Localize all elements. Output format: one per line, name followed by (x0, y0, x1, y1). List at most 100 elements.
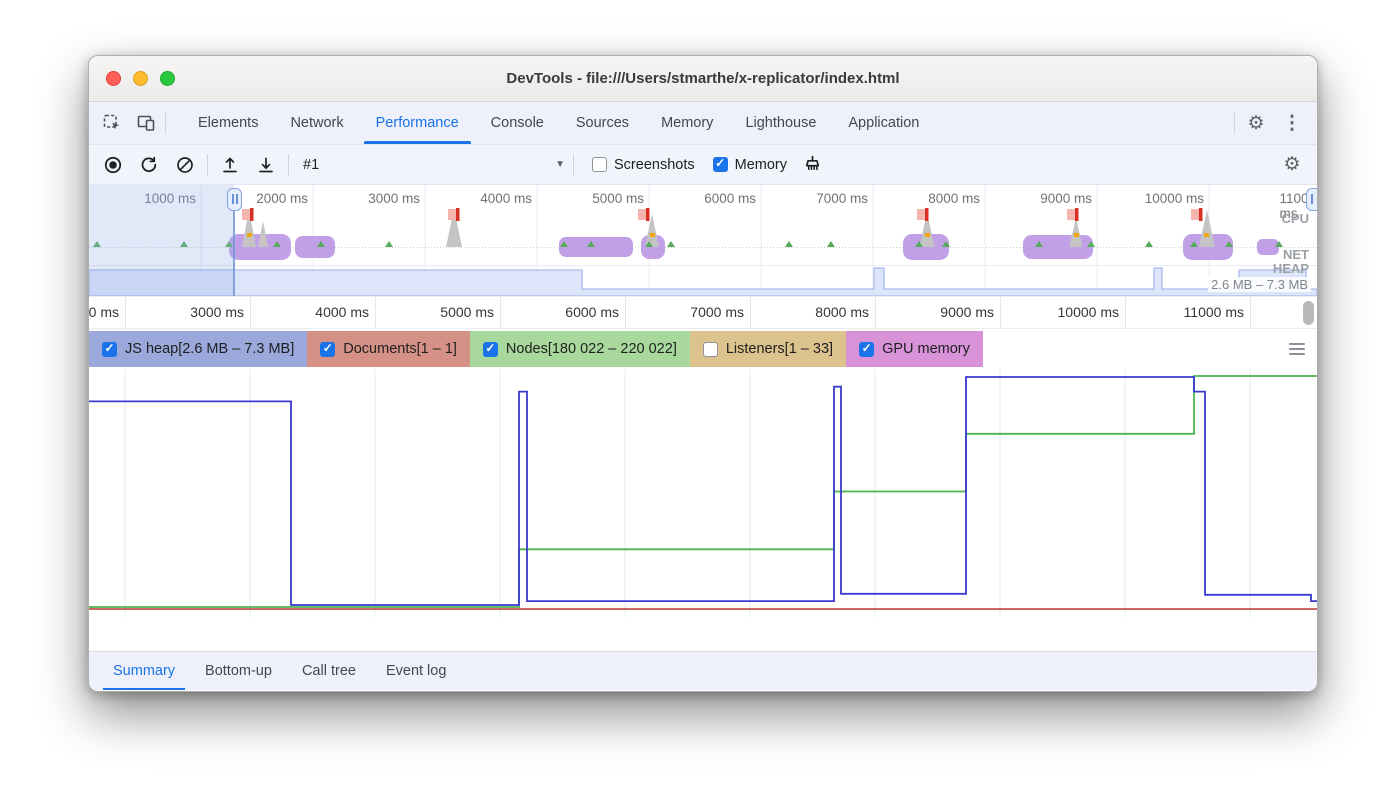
overview-tick-label: 9000 ms (1040, 191, 1092, 206)
overview-tick-label: 5000 ms (592, 191, 644, 206)
memory-chart[interactable] (89, 369, 1317, 617)
overview-tick-label: 6000 ms (704, 191, 756, 206)
heap-strip-label: HEAP (1272, 261, 1309, 276)
divider (573, 153, 574, 176)
divider (207, 153, 208, 176)
overview-tick-label: 8000 ms (928, 191, 980, 206)
ruler-tick-label: 11000 ms (1183, 304, 1244, 320)
tab-network[interactable]: Network (290, 115, 344, 131)
ruler-tick-label: 9000 ms (940, 304, 994, 320)
minimize-window-button[interactable] (133, 71, 148, 86)
counter-checkbox[interactable] (320, 341, 336, 357)
capture-settings-gear-icon[interactable]: ⚙ (1283, 154, 1301, 175)
more-options-kebab-icon[interactable]: ⋮ (1282, 112, 1302, 134)
history-select[interactable]: #1 ▼ (303, 157, 565, 173)
counter-checkbox[interactable] (482, 341, 498, 357)
details-tab-event-log[interactable]: Event log (385, 663, 447, 679)
counter-label: JS heap[2.6 MB – 7.3 MB] (125, 341, 295, 357)
divider (288, 153, 289, 176)
record-button[interactable] (99, 152, 127, 178)
counter-chip-listeners[interactable]: Listeners[1 – 33] (689, 331, 847, 367)
load-profile-icon[interactable] (216, 152, 244, 178)
details-tab-call-tree[interactable]: Call tree (301, 663, 356, 679)
overview-tick-label: 2000 ms (256, 191, 308, 206)
tab-strip: Elements Network Performance Console Sources… (182, 102, 1234, 144)
ruler-tick (500, 297, 501, 328)
memory-counters-legend: JS heap[2.6 MB – 7.3 MB] Documents[1 – 1]… (89, 329, 1317, 369)
overview-tick-label: 1000 ms (144, 191, 196, 206)
counter-checkbox[interactable] (859, 341, 875, 357)
collect-garbage-icon[interactable] (799, 152, 827, 178)
divider (1234, 112, 1235, 134)
memory-chart-canvas (89, 369, 1317, 617)
overview-tick-label: 4000 ms (480, 191, 532, 206)
ruler-tick-label: 2000 ms (89, 304, 119, 320)
clear-recording-icon[interactable] (171, 152, 199, 178)
net-strip-label: NET (1283, 247, 1309, 262)
details-tab-bottom-up[interactable]: Bottom-up (205, 663, 272, 679)
timeline-overview[interactable]: 1000 ms 2000 ms 3000 ms 4000 ms 5000 ms 6000 … (89, 185, 1317, 297)
close-window-button[interactable] (106, 71, 121, 86)
menu-hamburger-icon[interactable] (1289, 343, 1305, 355)
selection-right-handle[interactable] (1306, 188, 1317, 211)
ruler-tick (750, 297, 751, 328)
counter-chip-gpu-memory[interactable]: GPU memory (846, 331, 983, 367)
performance-toolbar: #1 ▼ Screenshots Memory ⚙ (89, 145, 1317, 185)
history-selected-value: #1 (303, 156, 320, 173)
counter-chip-js-heap[interactable]: JS heap[2.6 MB – 7.3 MB] (89, 331, 308, 367)
timeline-ruler[interactable]: 2000 ms 3000 ms 4000 ms 5000 ms 6000 ms 7000 … (89, 297, 1317, 329)
counter-checkbox[interactable] (102, 341, 117, 357)
ruler-tick-label: 4000 ms (315, 304, 369, 320)
tab-memory[interactable]: Memory (661, 115, 714, 131)
tab-lighthouse[interactable]: Lighthouse (745, 115, 817, 131)
reload-and-record-button[interactable] (135, 152, 163, 178)
screenshots-label: Screenshots (614, 156, 695, 173)
chevron-down-icon: ▼ (555, 159, 565, 170)
tab-performance[interactable]: Performance (360, 102, 475, 144)
tab-console[interactable]: Console (490, 115, 544, 131)
overview-tick-label: 7000 ms (816, 191, 868, 206)
save-profile-icon[interactable] (252, 152, 280, 178)
ruler-tick (1250, 297, 1251, 328)
counter-label: Nodes[180 022 – 220 022] (505, 341, 677, 357)
ruler-tick-label: 5000 ms (440, 304, 494, 320)
tab-application[interactable]: Application (848, 115, 920, 131)
tab-elements[interactable]: Elements (198, 115, 259, 131)
details-tab-bar: Summary Bottom-up Call tree Event log (89, 651, 1317, 690)
zoom-window-button[interactable] (160, 71, 175, 86)
screenshots-checkbox[interactable] (592, 157, 607, 172)
scrollbar-thumb[interactable] (1303, 301, 1314, 325)
ruler-tick-label: 7000 ms (690, 304, 744, 320)
chart-bottom-gap (89, 617, 1317, 651)
selection-left-line (233, 209, 235, 296)
ruler-tick-label: 6000 ms (565, 304, 619, 320)
ruler-tick (250, 297, 251, 328)
screenshots-checkbox-row[interactable]: Screenshots (592, 157, 695, 173)
counter-chip-nodes[interactable]: Nodes[180 022 – 220 022] (469, 331, 690, 367)
device-toolbar-icon[interactable] (131, 109, 161, 137)
overview-tick-label: 3000 ms (368, 191, 420, 206)
counter-checkbox[interactable] (702, 341, 718, 357)
ruler-tick (1125, 297, 1126, 328)
heap-range-value: 2.6 MB – 7.3 MB (1208, 277, 1311, 292)
ruler-tick-label: 10000 ms (1057, 304, 1119, 320)
counter-label: Documents[1 – 1] (343, 341, 457, 357)
title-bar: DevTools - file:///Users/stmarthe/x-repl… (89, 56, 1317, 102)
inspect-element-icon[interactable] (97, 109, 127, 137)
counter-label: Listeners[1 – 33] (725, 341, 834, 357)
memory-checkbox[interactable] (712, 156, 728, 172)
ruler-tick (1000, 297, 1001, 328)
divider (165, 112, 166, 134)
details-tab-summary[interactable]: Summary (101, 652, 187, 690)
window-title: DevTools - file:///Users/stmarthe/x-repl… (506, 70, 900, 87)
overview-dimmed-region (89, 185, 234, 296)
memory-label: Memory (734, 156, 787, 173)
ruler-tick (375, 297, 376, 328)
ruler-tick (625, 297, 626, 328)
tab-sources[interactable]: Sources (575, 115, 630, 131)
memory-checkbox-row[interactable]: Memory (712, 156, 787, 173)
counter-chip-documents[interactable]: Documents[1 – 1] (307, 331, 470, 367)
settings-gear-icon[interactable]: ⚙ (1247, 112, 1265, 134)
ruler-tick-label: 3000 ms (190, 304, 244, 320)
selection-left-handle[interactable] (227, 188, 242, 211)
